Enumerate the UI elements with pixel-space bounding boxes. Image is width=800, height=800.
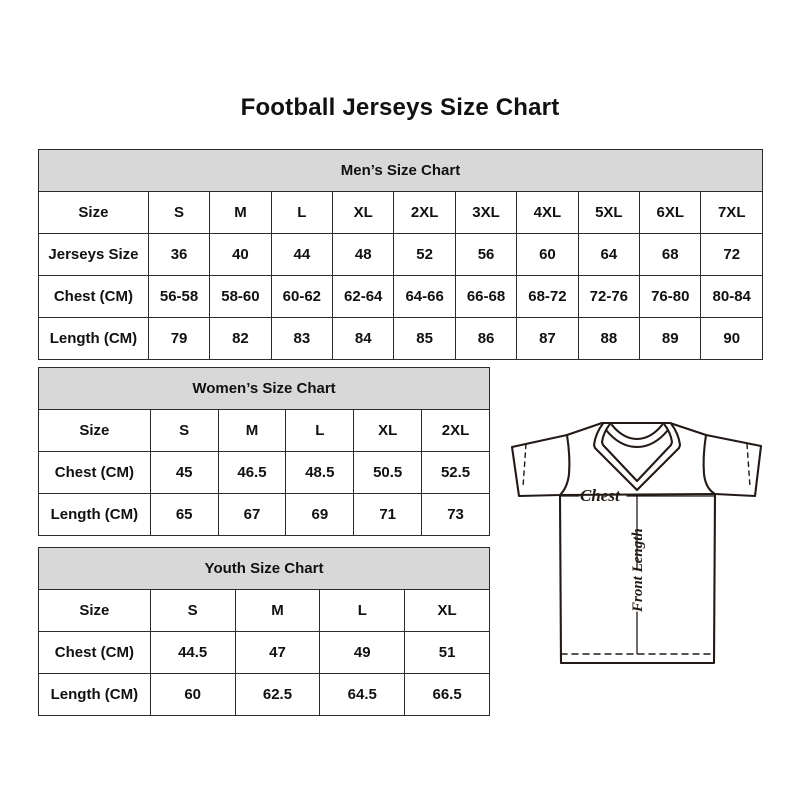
- svg-text:Front Length: Front Length: [630, 528, 646, 613]
- svg-text:Chest: Chest: [580, 486, 621, 505]
